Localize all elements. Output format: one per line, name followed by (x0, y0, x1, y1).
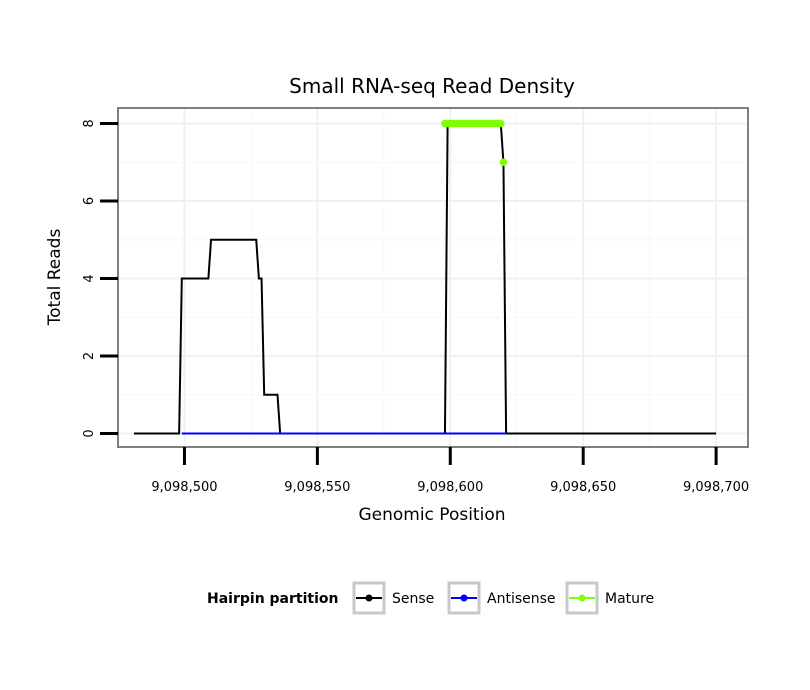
chart-title: Small RNA-seq Read Density (289, 74, 575, 98)
legend-label-mature: Mature (605, 591, 654, 607)
legend-item-antisense: Antisense (447, 581, 556, 615)
grid (118, 108, 748, 447)
legend: Hairpin partition Sense Antisense Mature (207, 581, 654, 615)
x-tick-label-4: 9,098,700 (683, 480, 749, 495)
x-tick-label-3: 9,098,650 (550, 480, 616, 495)
legend-item-mature: Mature (565, 581, 654, 615)
x-tick-label-2: 9,098,600 (417, 480, 483, 495)
series-line-sense (133, 122, 717, 435)
y-tick-label-0: 0 (82, 429, 97, 437)
legend-dot-sense (365, 594, 373, 602)
x-tick-label-1: 9,098,550 (284, 480, 350, 495)
y-tick-label-1: 2 (82, 352, 97, 360)
legend-title: Hairpin partition (207, 591, 338, 607)
legend-label-sense: Sense (392, 591, 434, 607)
legend-dot-mature (578, 594, 586, 602)
y-axis-title: Total Reads (45, 229, 65, 327)
y-tick-label-2: 4 (82, 274, 97, 282)
legend-dot-antisense (460, 594, 468, 602)
x-axis-title: Genomic Position (358, 505, 505, 525)
axes: 0 2 4 6 8 9,098,500 9,098,550 9,098,600 9,098,65… (82, 119, 749, 495)
legend-item-sense: Sense (352, 581, 434, 615)
data-point-mature-21 (496, 119, 505, 128)
series-layer (133, 119, 717, 435)
y-tick-label-4: 8 (82, 119, 97, 127)
y-tick-label-3: 6 (82, 197, 97, 205)
x-tick-label-0: 9,098,500 (151, 480, 217, 495)
data-point-mature-22 (499, 158, 508, 167)
legend-label-antisense: Antisense (487, 591, 556, 607)
